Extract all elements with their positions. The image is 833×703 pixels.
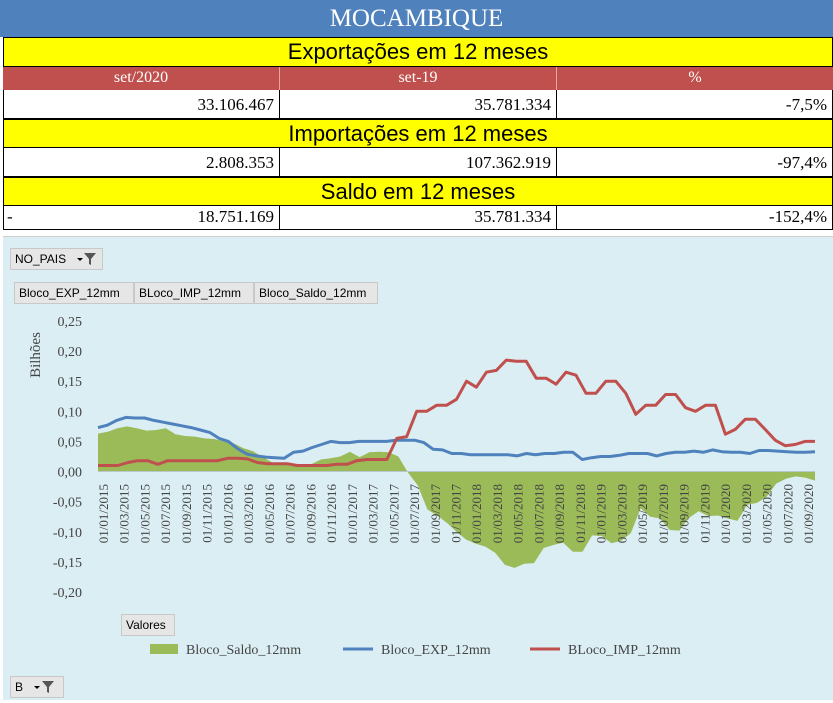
x-tick-label: 01/09/2019 — [677, 484, 692, 543]
x-tick-label: 01/05/2016 — [262, 484, 277, 544]
imp-previous-value: 107.362.919 — [280, 148, 557, 177]
x-tick-label: 01/11/2016 — [324, 484, 339, 543]
imp-percent-value: -97,4% — [557, 148, 833, 177]
header-current-period: set/2020 — [3, 67, 280, 90]
y-tick-label: 0,05 — [58, 435, 83, 450]
field-button-imp[interactable]: BLoco_IMP_12mm — [134, 282, 254, 304]
bottom-filter-button[interactable]: B — [10, 676, 64, 698]
line-chart: 0,25 0,20 0,15 0,10 0,05 0,00 -0,05 -0,10 -0,15 -… — [28, 315, 816, 601]
x-tick-label: 01/09/2017 — [428, 484, 443, 544]
y-tick-label: 0,25 — [58, 315, 83, 330]
legend-label: Bloco_EXP_12mm — [381, 643, 491, 658]
x-tick-label: 01/05/2017 — [386, 484, 401, 544]
balance-current-number: 18.751.169 — [197, 207, 275, 226]
x-tick-label: 01/03/2015 — [117, 484, 132, 543]
x-tick-label: 01/01/2015 — [96, 484, 111, 543]
field-button-exp[interactable]: Bloco_EXP_12mm — [14, 282, 134, 304]
x-tick-label: 01/05/2020 — [760, 484, 775, 543]
y-tick-label: -0,20 — [53, 586, 82, 601]
x-tick-label: 01/07/2016 — [283, 484, 298, 544]
x-tick-label: 01/07/2020 — [780, 484, 795, 543]
x-tick-label: 01/01/2017 — [345, 484, 360, 544]
legend-label: Bloco_Saldo_12mm — [186, 643, 301, 658]
filter-funnel-icon — [76, 249, 98, 275]
y-tick-label: 0,15 — [58, 375, 83, 390]
exp-current-value: 33.106.467 — [3, 90, 280, 119]
x-tick-label: 01/03/2016 — [241, 484, 256, 544]
x-tick-label: 01/11/2017 — [449, 484, 464, 543]
chart-legend: Bloco_Saldo_12mm Bloco_EXP_12mm BLoco_IMP_… — [150, 643, 681, 658]
bottom-filter-label: B — [15, 680, 24, 694]
x-tick-label: 01/09/2015 — [179, 484, 194, 543]
x-tick-label: 01/07/2017 — [407, 484, 422, 544]
x-tick-label: 01/11/2019 — [697, 484, 712, 543]
x-tick-label: 01/11/2015 — [200, 484, 215, 543]
x-tick-label: 01/07/2019 — [656, 484, 671, 543]
filter-funnel-icon — [33, 677, 59, 703]
field-button-saldo[interactable]: Bloco_Saldo_12mm — [254, 282, 378, 304]
x-tick-label: 01/03/2020 — [739, 484, 754, 543]
balance-previous-value: 35.781.334 — [280, 206, 557, 230]
x-tick-label: 01/07/2015 — [158, 484, 173, 543]
y-tick-label: -0,15 — [53, 556, 82, 571]
balance-percent-value: -152,4% — [557, 206, 833, 230]
x-tick-label: 01/05/2019 — [635, 484, 650, 543]
imp-current-value: 2.808.353 — [3, 148, 280, 177]
x-tick-label: 01/01/2019 — [594, 484, 609, 543]
x-tick-label: 01/05/2015 — [138, 484, 153, 543]
y-tick-label: -0,10 — [53, 526, 82, 541]
x-tick-label: 01/09/2016 — [303, 484, 318, 544]
exp-percent-value: -7,5% — [557, 90, 833, 119]
country-filter-button[interactable]: NO_PAIS — [10, 248, 103, 270]
x-tick-label: 01/03/2019 — [614, 484, 629, 543]
x-tick-label: 01/03/2017 — [366, 484, 381, 544]
y-tick-label: -0,05 — [53, 496, 82, 511]
y-tick-label: 0,00 — [58, 466, 83, 481]
y-tick-label: 0,20 — [58, 345, 83, 360]
y-tick-label: 0,10 — [58, 405, 83, 420]
series-area-saldo — [98, 426, 815, 568]
exports-section-title: Exportações em 12 meses — [3, 37, 833, 67]
country-filter-label: NO_PAIS — [15, 252, 67, 266]
x-tick-label: 01/07/2018 — [531, 484, 546, 543]
imports-section-title: Importações em 12 meses — [3, 119, 833, 148]
x-tick-label: 01/01/2020 — [718, 484, 733, 543]
page-title: MOCAMBIQUE — [0, 0, 833, 37]
balance-current-value: - 18.751.169 — [3, 206, 280, 230]
y-axis-label: Bilhões — [28, 332, 44, 378]
header-previous-period: set-19 — [280, 67, 557, 90]
x-tick-label: 01/05/2018 — [511, 484, 526, 543]
x-tick-label: 01/11/2018 — [573, 484, 588, 543]
values-field-button[interactable]: Valores — [121, 614, 175, 636]
x-tick-label: 01/09/2018 — [552, 484, 567, 543]
exp-previous-value: 35.781.334 — [280, 90, 557, 119]
balance-sign: - — [7, 207, 13, 226]
balance-section-title: Saldo em 12 meses — [3, 177, 833, 206]
legend-label: BLoco_IMP_12mm — [568, 643, 681, 658]
header-percent: % — [557, 67, 833, 90]
series-line-exp — [97, 415, 816, 461]
legend-swatch — [150, 644, 178, 654]
x-tick-label: 01/09/2020 — [801, 484, 816, 543]
series-line-imp — [98, 358, 815, 467]
x-tick-label: 01/01/2018 — [469, 484, 484, 543]
x-tick-label: 01/03/2018 — [490, 484, 505, 543]
x-tick-label: 01/01/2016 — [220, 484, 235, 544]
